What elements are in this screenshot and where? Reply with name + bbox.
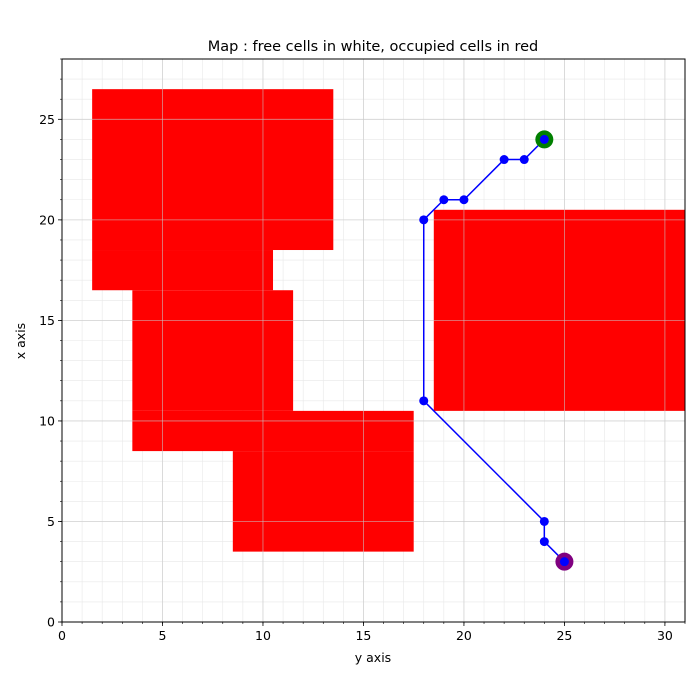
y-tick-label: 15 [39,313,55,328]
occupied-cells [92,89,685,552]
plot-area [61,58,686,623]
x-tick-label: 5 [159,628,167,643]
x-tick-label: 20 [456,628,472,643]
y-tick-label: 10 [39,413,55,428]
path-point [439,195,449,205]
path-point [519,155,529,165]
path-line [422,138,565,563]
x-tick-label: 15 [355,628,371,643]
path-point [559,557,569,567]
path-point [419,396,429,406]
y-tick-label: 5 [47,514,55,529]
path-point [499,155,509,165]
path-point [419,215,429,225]
occupied-region [132,290,294,411]
path-point [459,195,469,205]
y-tick-label: 25 [39,112,55,127]
y-tick-label: 0 [47,615,55,630]
x-tick-label: 10 [255,628,271,643]
chart-title: Map : free cells in white, occupied cell… [208,39,538,55]
y-axis-ticks: 0 5 10 15 20 25 [39,58,62,630]
x-tick-label: 0 [58,628,66,643]
x-tick-label: 30 [657,628,673,643]
x-tick-label: 25 [556,628,572,643]
x-axis-ticks: 0 5 10 15 20 25 30 [58,622,686,643]
occupied-region [433,209,685,411]
planned-path [419,130,574,571]
occupied-region [92,250,274,291]
occupied-region [232,451,414,552]
path-point [539,516,549,526]
x-axis-label: y axis [355,650,391,665]
path-point [539,537,549,547]
occupied-region [132,410,414,452]
path-point [539,134,549,144]
y-tick-label: 20 [39,212,55,227]
y-axis-label: x axis [13,323,28,359]
occupied-region [92,89,334,251]
